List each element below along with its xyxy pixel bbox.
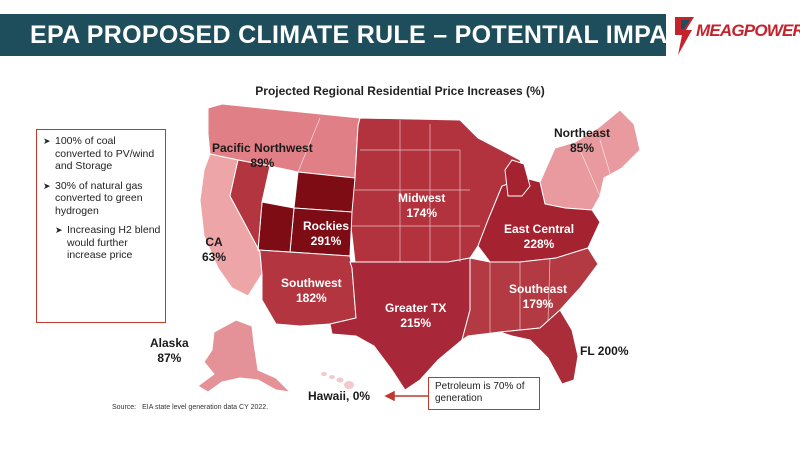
label-midwest-name: Midwest <box>398 191 446 205</box>
region-northeast <box>539 109 641 211</box>
label-east-central: East Central 228% <box>504 222 574 252</box>
label-fl: FL 200% <box>580 344 629 359</box>
label-southeast-value: 179% <box>522 297 554 311</box>
sub-bullet-item: ➤ Increasing H2 blend would further incr… <box>55 224 161 262</box>
meag-power-logo: MEAGPOWER <box>672 12 800 58</box>
region-michigan <box>504 159 531 197</box>
label-pacific-northwest-name: Pacific Northwest <box>212 141 313 155</box>
arrow-bullet-icon: ➤ <box>43 136 51 146</box>
label-alaska-value: 87% <box>157 351 182 365</box>
label-pacific-northwest: Pacific Northwest 89% <box>212 141 313 171</box>
label-fl-name: FL <box>580 344 595 358</box>
region-alaska <box>197 319 292 393</box>
bullet-item: ➤ 100% of coal converted to PV/wind and … <box>43 135 161 173</box>
label-alaska-name: Alaska <box>150 336 189 350</box>
region-southeast <box>461 247 599 342</box>
title-banner: EPA PROPOSED CLIMATE RULE – POTENTIAL IM… <box>0 14 701 56</box>
label-hawaii-value: 0% <box>352 389 371 403</box>
arrow-bullet-icon: ➤ <box>55 225 63 235</box>
label-southwest-name: Southwest <box>281 276 342 290</box>
label-ca-name: CA <box>205 235 223 249</box>
label-southeast-name: Southeast <box>509 282 568 296</box>
label-ca-value: 63% <box>202 250 227 264</box>
label-midwest: Midwest 174% <box>398 191 445 221</box>
label-greater-tx-name: Greater TX <box>385 301 447 315</box>
map-title: Projected Regional Residential Price Inc… <box>255 84 545 98</box>
lightning-bolt-icon <box>675 17 694 55</box>
label-northeast-value: 85% <box>569 141 595 155</box>
bullet-text: 30% of natural gas converted to green hy… <box>55 179 143 217</box>
label-southwest: Southwest 182% <box>281 276 342 306</box>
label-southeast: Southeast 179% <box>509 282 567 312</box>
label-hawaii: Hawaii, 0% <box>308 389 371 403</box>
label-pacific-northwest-value: 89% <box>250 156 275 170</box>
source-note: Source: EIA state level generation data C… <box>112 404 274 411</box>
bullet-text: Increasing H2 blend would further increa… <box>67 224 161 261</box>
logo-text: MEAGPOWER <box>696 21 800 40</box>
label-east-central-name: East Central <box>504 222 575 236</box>
label-alaska: Alaska 87% <box>150 336 189 366</box>
label-hawaii-name: Hawaii <box>308 389 347 403</box>
bullet-item: ➤ 30% of natural gas converted to green … <box>43 180 161 218</box>
callout-arrow <box>384 390 428 402</box>
label-greater-tx: Greater TX 215% <box>385 301 446 331</box>
label-east-central-value: 228% <box>523 237 555 251</box>
region-hawaii <box>321 372 354 389</box>
bullet-text: 100% of coal converted to PV/wind and St… <box>55 135 155 172</box>
label-northeast: Northeast 85% <box>554 126 610 156</box>
slide-title: EPA PROPOSED CLIMATE RULE – POTENTIAL IM… <box>30 21 702 49</box>
label-rockies: Rockies 291% <box>303 219 349 249</box>
petroleum-callout: Petroleum is 70% of generation <box>428 377 540 410</box>
label-greater-tx-value: 215% <box>400 316 432 330</box>
label-rockies-name: Rockies <box>303 219 350 233</box>
arrow-bullet-icon: ➤ <box>43 180 51 191</box>
label-ca: CA 63% <box>202 235 226 265</box>
source-label: Source: <box>112 404 137 411</box>
source-text: EIA state level generation data CY 2022. <box>142 404 269 411</box>
label-midwest-value: 174% <box>406 206 438 220</box>
label-fl-value: 200% <box>597 344 629 358</box>
region-florida <box>499 309 579 385</box>
label-northeast-name: Northeast <box>554 126 611 140</box>
label-southwest-value: 182% <box>295 291 327 305</box>
region-rockies-utah <box>257 201 295 253</box>
region-rockies-wyoming <box>293 171 356 213</box>
assumptions-box: ➤ 100% of coal converted to PV/wind and … <box>36 129 166 323</box>
label-rockies-value: 291% <box>310 234 342 248</box>
